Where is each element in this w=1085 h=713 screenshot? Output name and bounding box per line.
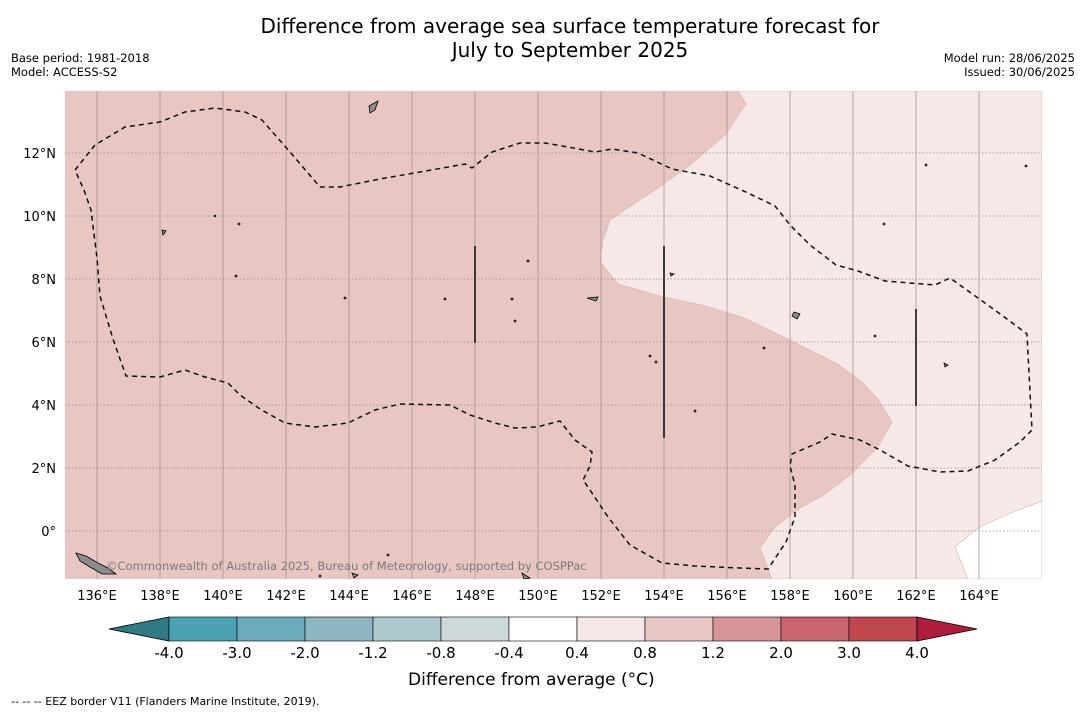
lon-tick-label: 136°E	[77, 589, 117, 604]
colorbar-extend-high	[916, 616, 978, 642]
lon-tick-label: 156°E	[707, 589, 747, 604]
island-pohnpei	[791, 311, 801, 320]
colorbar-segment	[848, 616, 918, 642]
eez-boundary-segments	[474, 246, 917, 438]
map-plot-area: ©Commonwealth of Australia 2025, Bureau …	[65, 91, 1042, 579]
map-title: Difference from average sea surface temp…	[0, 14, 1085, 62]
lat-tick-label: 6°N	[32, 336, 57, 351]
colorbar-tick-label: 2.0	[769, 644, 793, 662]
lat-tick-label: 0°	[41, 525, 56, 540]
island-admiralty	[351, 572, 359, 579]
lon-tick-label: 148°E	[455, 589, 495, 604]
island-atoll-b	[669, 272, 675, 277]
issued-text: Issued: 30/06/2025	[964, 65, 1075, 79]
colorbar-segment	[508, 616, 578, 642]
colorbar-tick-label: -3.0	[222, 644, 251, 662]
colorbar-segment	[168, 616, 238, 642]
eez-legend-note: -- -- -- EEZ border V11 (Flanders Marine…	[11, 695, 320, 708]
colorbar-segment	[780, 616, 850, 642]
lon-tick-label: 144°E	[329, 589, 369, 604]
island-kosrae	[943, 362, 949, 368]
anomaly-zone-0-4-to-0-8	[599, 91, 1042, 579]
colorbar-tick-label: 3.0	[837, 644, 861, 662]
lon-tick-label: 138°E	[140, 589, 180, 604]
colorbar-segment	[576, 616, 646, 642]
colorbar: -4.0 -3.0 -2.0 -1.2 -0.8 -0.4 0.4 0.8 1.2 2.0 3.0 4…	[108, 616, 978, 662]
base-period-text: Base period: 1981-2018	[11, 51, 150, 65]
colorbar-tick-label: 4.0	[905, 644, 929, 662]
lon-tick-label: 154°E	[644, 589, 684, 604]
meta-right: Model run: 28/06/2025 Issued: 30/06/2025	[944, 51, 1075, 79]
island-chuuk	[161, 229, 167, 236]
colorbar-tick-label: -1.2	[358, 644, 387, 662]
lon-tick-label: 146°E	[392, 589, 432, 604]
colorbar-tick-label: -0.8	[426, 644, 455, 662]
title-line-1: Difference from average sea surface temp…	[260, 14, 880, 38]
copyright-credit: ©Commonwealth of Australia 2025, Bureau …	[106, 559, 587, 573]
colorbar-segment	[440, 616, 510, 642]
lat-tick-label: 8°N	[32, 273, 57, 288]
model-text: Model: ACCESS-S2	[11, 65, 118, 79]
latitude-tick-labels: 12°N 10°N 8°N 6°N 4°N 2°N 0°	[23, 147, 56, 540]
lon-tick-label: 162°E	[896, 589, 936, 604]
colorbar-segment	[712, 616, 782, 642]
lon-tick-label: 142°E	[266, 589, 306, 604]
colorbar-tick-label: -2.0	[290, 644, 319, 662]
island-atoll-a	[586, 296, 599, 302]
colorbar-tick-label: 1.2	[701, 644, 725, 662]
lat-tick-label: 2°N	[32, 462, 57, 477]
meta-left: Base period: 1981-2018 Model: ACCESS-S2	[11, 51, 150, 79]
island-manus	[521, 572, 532, 579]
lon-tick-label: 152°E	[581, 589, 621, 604]
longitude-tick-labels: 136°E 138°E 140°E 142°E 144°E 146°E 148°E 150°E…	[77, 589, 999, 604]
lon-tick-label: 164°E	[959, 589, 999, 604]
colorbar-tick-label: -4.0	[154, 644, 183, 662]
lon-tick-label: 140°E	[203, 589, 243, 604]
island-marcus	[368, 100, 379, 114]
colorbar-segment	[304, 616, 374, 642]
lon-tick-label: 150°E	[518, 589, 558, 604]
colorbar-tick-label: 0.4	[565, 644, 589, 662]
eez-border	[74, 107, 1033, 570]
island-new-guinea	[75, 552, 118, 575]
title-line-2: July to September 2025	[451, 38, 689, 62]
colorbar-segment	[644, 616, 714, 642]
lat-tick-label: 10°N	[23, 210, 56, 225]
lon-tick-label: 158°E	[770, 589, 810, 604]
colorbar-segment	[372, 616, 442, 642]
colorbar-tick-label: 0.8	[633, 644, 657, 662]
colorbar-tick-label: -0.4	[494, 644, 523, 662]
colorbar-label: Difference from average (°C)	[408, 670, 655, 690]
anomaly-zone-neutral	[954, 500, 1042, 579]
colorbar-extend-low	[108, 616, 170, 642]
lon-tick-label: 160°E	[833, 589, 873, 604]
colorbar-segment	[236, 616, 306, 642]
model-run-text: Model run: 28/06/2025	[943, 51, 1075, 65]
lat-tick-label: 4°N	[32, 399, 57, 414]
lat-tick-label: 12°N	[23, 147, 56, 162]
island-landmasses	[75, 100, 1028, 579]
